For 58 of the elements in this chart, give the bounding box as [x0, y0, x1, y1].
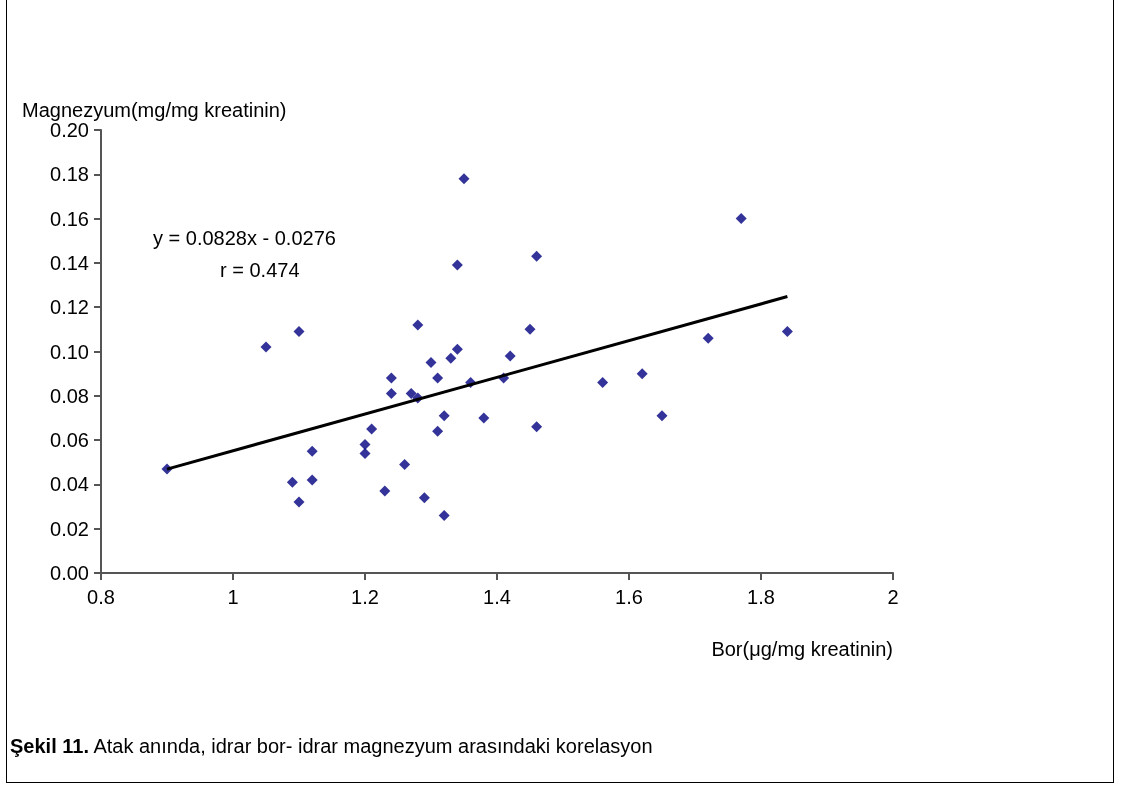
point — [286, 476, 298, 488]
point — [432, 425, 444, 437]
point — [597, 377, 609, 389]
y-tick-label: 0.14 — [50, 251, 89, 274]
point — [306, 445, 318, 457]
y-tick-label: 0.10 — [50, 340, 89, 363]
point — [359, 447, 371, 459]
point — [438, 410, 450, 422]
point — [451, 259, 463, 271]
y-tick-label: 0.18 — [50, 163, 89, 186]
x-tick-label: 1.6 — [615, 586, 643, 608]
point — [418, 492, 430, 504]
x-tick-label: 1.8 — [747, 586, 775, 608]
point — [412, 319, 424, 331]
y-tick-label: 0.06 — [50, 429, 89, 452]
y-tick-label: 0.08 — [50, 384, 89, 407]
point — [656, 410, 668, 422]
point — [385, 388, 397, 400]
point — [524, 323, 536, 335]
text: Şekil 11. Atak anında, idrar bor- idrar magnezyum arasındaki korelasyon — [10, 735, 653, 758]
point — [451, 343, 463, 355]
point — [399, 458, 411, 470]
y-tick-label: 0.00 — [50, 562, 89, 584]
x-tick-label: 0.8 — [87, 586, 115, 608]
point — [478, 412, 490, 424]
point — [458, 173, 470, 185]
point — [425, 357, 437, 369]
point — [531, 250, 543, 262]
annotation: y = 0.0828x - 0.0276 — [153, 227, 336, 249]
point — [445, 352, 457, 364]
point — [636, 368, 648, 380]
point — [531, 421, 543, 433]
y-tick-label: 0.12 — [50, 296, 89, 319]
point — [293, 326, 305, 338]
point — [504, 350, 516, 362]
y-tick-label: 0.04 — [50, 473, 89, 496]
point — [306, 474, 318, 486]
point — [702, 332, 714, 344]
y-tick-label: 0.16 — [50, 207, 89, 230]
point — [781, 326, 793, 338]
x-axis-title: Bor(μg/mg kreatinin) — [711, 638, 893, 660]
y-tick-label: 0.02 — [50, 517, 89, 540]
x-tick-label: 1.4 — [483, 586, 511, 608]
point — [379, 485, 391, 497]
point — [432, 372, 444, 384]
point — [438, 509, 450, 521]
point — [359, 439, 371, 451]
point — [405, 388, 417, 400]
y-axis-title: Magnezyum(mg/mg kreatinin) — [22, 99, 287, 121]
x-tick-label: 1.2 — [351, 586, 379, 608]
x-tick-label: 2 — [887, 586, 899, 608]
point — [385, 372, 397, 384]
point — [260, 341, 272, 353]
point — [735, 213, 747, 225]
point — [293, 496, 305, 508]
point — [366, 423, 378, 435]
annotation: r = 0.474 — [220, 259, 300, 281]
x-tick-label: 1 — [227, 586, 239, 608]
